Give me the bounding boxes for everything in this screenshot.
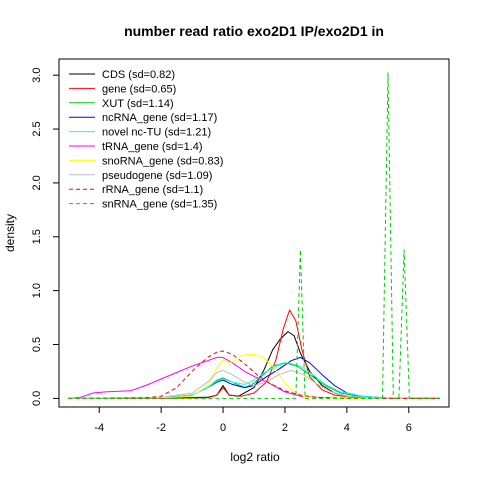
y-tick-label: 0.5 [31, 337, 43, 352]
y-tick-label: 0.0 [31, 391, 43, 406]
legend-item-label: gene (sd=0.65) [102, 83, 176, 95]
series-line-9 [68, 350, 440, 399]
legend-item-label: snRNA_gene (sd=1.35) [102, 199, 217, 211]
series-line-6 [68, 356, 440, 399]
y-tick-label: 2.0 [31, 175, 43, 190]
legend-item-label: tRNA_gene (sd=1.4) [102, 141, 203, 153]
x-tick-label: -2 [156, 422, 166, 434]
legend-item-label: CDS (sd=0.82) [102, 69, 175, 81]
x-tick-label: 0 [220, 422, 226, 434]
y-tick-label: 3.0 [31, 68, 43, 83]
series-line-2 [68, 309, 440, 399]
legend-item-label: rRNA_gene (sd=1.1) [102, 184, 203, 196]
y-axis: 0.0 0.5 1.0 1.5 2.0 2.5 3.0 [31, 68, 60, 406]
y-tick-label: 1.5 [31, 229, 43, 244]
legend: CDS (sd=0.82) gene (sd=0.65) XUT (sd=1.14)… [69, 69, 223, 211]
x-tick-label: 2 [282, 422, 288, 434]
legend-item-label: ncRNA_gene (sd=1.17) [102, 112, 217, 124]
x-axis-label: log2 ratio [230, 450, 280, 464]
legend-item-label: XUT (sd=1.14) [102, 98, 174, 110]
series-line-8 [68, 369, 440, 399]
y-axis-label: density [3, 214, 17, 252]
series-line-5 [68, 362, 440, 399]
series-line-10 [68, 72, 440, 399]
x-tick-label: -4 [94, 422, 104, 434]
legend-item-label: snoRNA_gene (sd=0.83) [102, 155, 223, 167]
series-layer [68, 72, 440, 399]
series-line-7 [68, 353, 440, 399]
chart-title: number read ratio exo2D1 IP/exo2D1 in [124, 23, 384, 39]
x-axis: -4 -2 0 2 4 6 [94, 406, 412, 434]
legend-item-label: pseudogene (sd=1.09) [102, 170, 212, 182]
legend-item-label: novel nc-TU (sd=1.21) [102, 127, 211, 139]
x-tick-label: 6 [406, 422, 412, 434]
y-tick-label: 2.5 [31, 121, 43, 136]
x-tick-label: 4 [344, 422, 350, 434]
y-tick-label: 1.0 [31, 283, 43, 298]
